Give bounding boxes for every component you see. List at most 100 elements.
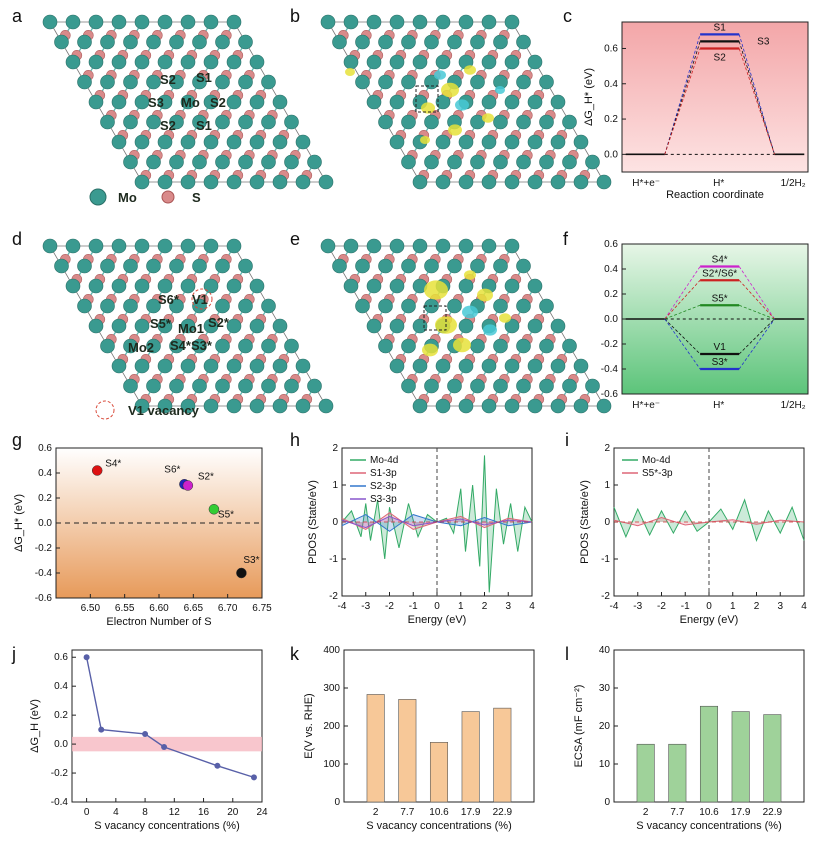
x-tick-label: 2 — [482, 601, 488, 612]
x-tick-label: 0 — [706, 601, 712, 612]
mo-atom — [539, 114, 554, 130]
mo-atom — [355, 258, 370, 274]
x-axis-label: S vacancy concentrations (%) — [636, 820, 782, 832]
bar — [763, 714, 782, 803]
mo-atom — [134, 54, 150, 70]
mo-atom — [435, 94, 451, 110]
mo-atom — [527, 174, 543, 190]
mo-atom — [366, 94, 382, 110]
label-s4-s3: S4*S3* — [170, 338, 213, 353]
mo-atom — [307, 378, 322, 394]
mo-atom — [378, 74, 393, 90]
x-tick-label: 17.9 — [461, 807, 481, 818]
structure-panel-a — [42, 14, 334, 190]
mo-atom — [134, 174, 150, 190]
mo-atom — [169, 338, 184, 354]
charge-isosurface — [464, 65, 476, 75]
mo-atom — [355, 298, 370, 314]
mo-atom — [481, 398, 497, 414]
mo-atom — [516, 298, 531, 314]
mo-atom — [111, 134, 127, 150]
y-tick-label: 0.2 — [604, 114, 618, 125]
vacancy-legend-label: V1 vacancy — [128, 403, 200, 418]
mo-atom — [378, 258, 393, 274]
mo-atom — [111, 54, 127, 70]
mo-atom — [203, 14, 219, 30]
y-tick-label: 0.6 — [604, 43, 618, 54]
panel-letter-g: g — [12, 430, 22, 450]
mo-atom — [504, 14, 520, 30]
bar — [429, 742, 449, 803]
mo-atom — [157, 358, 173, 374]
x-tick-label: 6.55 — [115, 603, 135, 614]
mo-atom — [180, 318, 196, 334]
y-tick-label: 0.4 — [604, 264, 618, 275]
mo-atom — [424, 154, 439, 170]
mo-atom — [215, 378, 230, 394]
level-connector — [664, 318, 701, 355]
y-tick-label: 0.4 — [38, 468, 52, 479]
data-point — [250, 774, 257, 781]
legend-label: S5*-3p — [642, 468, 673, 479]
legend-label: S2-3p — [370, 481, 397, 492]
panel-a-site-labels: S2 S1 S3 Mo S2 S2 S1 — [148, 70, 226, 133]
energy-level-label: S5* — [712, 293, 728, 304]
plot-frame — [71, 649, 263, 803]
chart-j: 0.6 0.4 0.2 0.0 -0.2 -0.4 0 4 8 12 16 20 24 S vacancy… — [29, 649, 268, 832]
mo-atom — [412, 54, 428, 70]
mo-atom — [320, 14, 336, 30]
data-point — [83, 654, 90, 661]
mo-atom — [146, 338, 161, 354]
x-axis-label: Energy (eV) — [680, 614, 739, 626]
charge-isosurface — [499, 313, 511, 323]
mo-atom — [284, 338, 299, 354]
bar — [493, 707, 512, 803]
mo-atom — [573, 134, 589, 150]
y-axis-label: PDOS (State/eV) — [307, 480, 319, 564]
mo-atom — [261, 154, 276, 170]
x-tick-label: 0 — [84, 807, 90, 818]
mo-atom — [401, 154, 416, 170]
mo-atom — [343, 278, 359, 294]
mo-atom — [169, 298, 184, 314]
mo-atom — [169, 378, 184, 394]
mo-atom — [169, 154, 184, 170]
y-tick-label: -0.4 — [51, 797, 69, 808]
mo-atom — [284, 114, 299, 130]
mo-atom — [272, 94, 288, 110]
mo-atom — [562, 154, 577, 170]
highlight-box — [415, 85, 439, 113]
label-mo1: Mo1 — [178, 321, 204, 336]
mo-atom — [261, 298, 276, 314]
mo-atom — [539, 154, 554, 170]
mo-atom — [215, 114, 230, 130]
mo-atom — [401, 114, 416, 130]
mo-atom — [157, 238, 173, 254]
mo-atom — [226, 358, 242, 374]
mo-atom — [401, 34, 416, 50]
y-tick-label: 100 — [323, 759, 340, 770]
x-axis-label: Electron Number of S — [106, 616, 211, 628]
x-axis-label: S vacancy concentrations (%) — [366, 820, 512, 832]
mo-atom — [435, 14, 451, 30]
y-axis-label: E(V vs. RHE) — [303, 693, 315, 758]
mo-atom — [539, 298, 554, 314]
mo-atom — [203, 94, 219, 110]
mo-atom — [458, 134, 474, 150]
level-connector — [738, 318, 775, 370]
mo-atom — [539, 74, 554, 90]
mo-atom — [458, 398, 474, 414]
level-connector — [738, 279, 775, 320]
mo-atom — [539, 378, 554, 394]
mo-atom — [88, 14, 104, 30]
y-tick-label: 0.0 — [604, 314, 618, 325]
x-tick-label: 1/2H₂ — [781, 178, 806, 189]
mo-atom — [180, 358, 196, 374]
y-tick-label: 0 — [604, 517, 610, 528]
mo-atom — [401, 74, 416, 90]
mo-atom — [389, 238, 405, 254]
mo-atom — [389, 54, 405, 70]
mo-atom — [180, 14, 196, 30]
mo-atom — [226, 54, 242, 70]
legend-s-label: S — [192, 190, 201, 205]
